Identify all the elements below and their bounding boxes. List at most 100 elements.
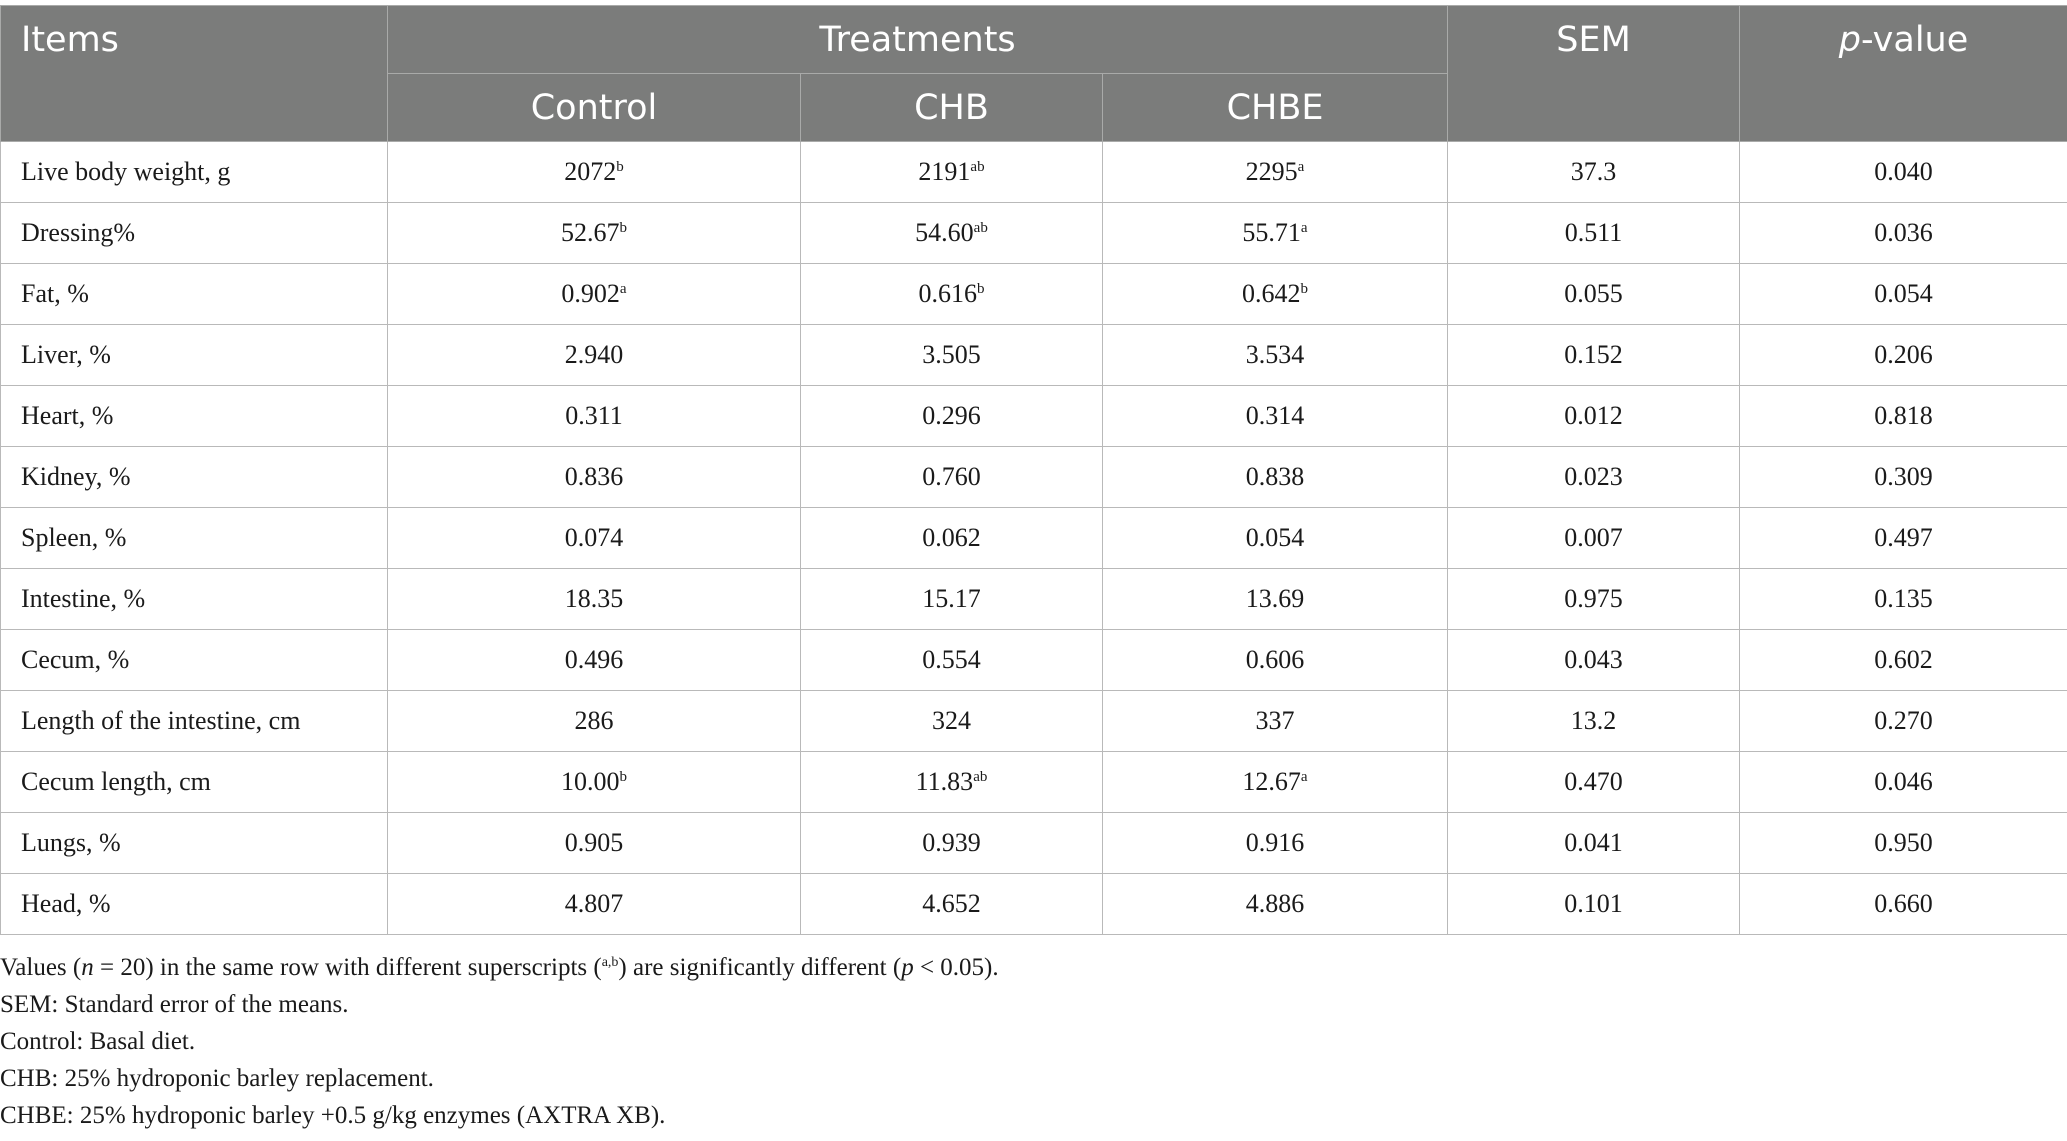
control-cell: 4.807	[387, 873, 801, 935]
control-cell: 2072b	[387, 141, 801, 203]
pvalue-cell: 0.309	[1739, 446, 2067, 508]
item-cell: Kidney, %	[0, 446, 388, 508]
chbe-cell: 337	[1101, 690, 1449, 752]
pvalue-cell-value: 0.206	[1874, 340, 1933, 369]
control-cell-value: 2.940	[564, 340, 624, 369]
chbe-cell: 3.534	[1101, 324, 1449, 386]
control-cell-value: 10.00	[561, 767, 620, 796]
chbe-cell: 0.916	[1101, 812, 1449, 874]
chb-cell-value: 0.062	[922, 523, 981, 552]
pvalue-cell: 0.036	[1739, 202, 2067, 264]
chb-cell: 0.939	[800, 812, 1103, 874]
chbe-cell: 13.69	[1101, 568, 1449, 630]
chbe-cell-value: 3.534	[1245, 340, 1305, 369]
table-row: Spleen, % 0.074 0.062 0.054 0.007 0.497	[0, 507, 2067, 569]
item-cell: Intestine, %	[0, 568, 388, 630]
control-cell-value: 18.35	[564, 584, 624, 613]
footnote-n: n	[81, 954, 94, 981]
chb-cell: 0.760	[800, 446, 1103, 508]
chb-cell: 0.296	[800, 385, 1103, 447]
chb-cell-value: 11.83	[915, 767, 974, 796]
footnote-values-part: = 20) in the same row with different sup…	[93, 954, 602, 981]
footnote-sem: SEM: Standard error of the means.	[0, 991, 349, 1018]
chbe-cell: 0.054	[1101, 507, 1449, 569]
pvalue-cell: 0.270	[1739, 690, 2067, 752]
control-cell-value: 4.807	[564, 889, 624, 918]
control-cell-value: 2072	[564, 157, 617, 186]
control-cell: 0.311	[387, 385, 801, 447]
header-sem: SEM	[1447, 5, 1741, 142]
table-row: Cecum length, cm 10.00b 11.83ab 12.67a 0.470…	[0, 751, 2067, 813]
results-table: Items Treatments SEM p-value Control CHB…	[0, 5, 2067, 935]
chb-cell: 11.83ab	[800, 751, 1103, 813]
control-cell: 0.496	[387, 629, 801, 691]
chb-cell: 54.60ab	[800, 202, 1103, 264]
control-cell: 0.902a	[387, 263, 801, 325]
chbe-cell-value: 2295	[1245, 157, 1298, 186]
sem-cell: 0.023	[1447, 446, 1741, 508]
pvalue-cell-value: 0.660	[1874, 889, 1933, 918]
pvalue-cell-value: 0.309	[1874, 462, 1933, 491]
control-cell: 18.35	[387, 568, 801, 630]
sem-cell: 37.3	[1447, 141, 1741, 203]
pvalue-cell: 0.040	[1739, 141, 2067, 203]
control-cell: 2.940	[387, 324, 801, 386]
pvalue-cell-value: 0.950	[1874, 828, 1933, 857]
chbe-cell-value: 55.71	[1242, 218, 1301, 247]
sem-cell-value: 0.975	[1564, 584, 1623, 613]
chbe-cell-value: 337	[1255, 706, 1295, 735]
item-cell-value: Lungs, %	[21, 828, 121, 857]
footnote-chb: CHB: 25% hydroponic barley replacement.	[0, 1065, 434, 1092]
sem-cell-value: 0.041	[1564, 828, 1623, 857]
sem-cell-value: 0.012	[1564, 401, 1623, 430]
item-cell-value: Head, %	[21, 889, 111, 918]
table-row: Dressing% 52.67b 54.60ab 55.71a 0.511 0.036	[0, 202, 2067, 264]
chbe-cell: 55.71a	[1101, 202, 1449, 264]
pvalue-cell: 0.818	[1739, 385, 2067, 447]
chbe-cell-superscript: a	[1297, 159, 1305, 175]
sem-cell-value: 13.2	[1570, 706, 1617, 735]
chbe-cell: 0.606	[1101, 629, 1449, 691]
footnote-chbe: CHBE: 25% hydroponic barley +0.5 g/kg en…	[0, 1102, 666, 1129]
item-cell-value: Dressing%	[21, 218, 136, 247]
chb-cell-value: 0.616	[918, 279, 978, 308]
sem-cell-value: 0.043	[1564, 645, 1623, 674]
pvalue-cell: 0.135	[1739, 568, 2067, 630]
sem-cell: 0.101	[1447, 873, 1741, 935]
pvalue-cell-value: 0.270	[1874, 706, 1933, 735]
pvalue-cell-value: 0.135	[1874, 584, 1933, 613]
pvalue-cell-value: 0.040	[1874, 157, 1933, 186]
item-cell: Dressing%	[0, 202, 388, 264]
item-cell: Spleen, %	[0, 507, 388, 569]
sem-cell: 13.2	[1447, 690, 1741, 752]
control-cell-value: 286	[574, 706, 614, 735]
table-row: Cecum, % 0.496 0.554 0.606 0.043 0.602	[0, 629, 2067, 691]
item-cell: Head, %	[0, 873, 388, 935]
pvalue-cell: 0.054	[1739, 263, 2067, 325]
item-cell: Cecum, %	[0, 629, 388, 691]
sem-cell-value: 0.511	[1564, 218, 1623, 247]
chbe-cell-superscript: a	[1300, 769, 1308, 785]
sem-cell: 0.055	[1447, 263, 1741, 325]
chb-cell: 4.652	[800, 873, 1103, 935]
header-pvalue-rest: -value	[1860, 20, 1969, 60]
chb-cell-value: 0.296	[922, 401, 981, 430]
control-cell: 0.836	[387, 446, 801, 508]
table-body: Live body weight, g 2072b 2191ab 2295a 37.3 0…	[0, 141, 2067, 935]
chb-cell-superscript: ab	[973, 769, 988, 785]
table-row: Intestine, % 18.35 15.17 13.69 0.975 0.135	[0, 568, 2067, 630]
sem-cell: 0.041	[1447, 812, 1741, 874]
pvalue-cell-value: 0.036	[1874, 218, 1933, 247]
control-cell-value: 0.905	[564, 828, 624, 857]
chb-cell: 15.17	[800, 568, 1103, 630]
pvalue-cell: 0.206	[1739, 324, 2067, 386]
table-row: Head, % 4.807 4.652 4.886 0.101 0.660	[0, 873, 2067, 935]
sem-cell-value: 0.055	[1564, 279, 1623, 308]
header-chbe: CHBE	[1101, 73, 1449, 142]
sem-cell: 0.152	[1447, 324, 1741, 386]
control-cell-value: 0.074	[564, 523, 624, 552]
control-cell: 0.074	[387, 507, 801, 569]
chb-cell-value: 54.60	[915, 218, 974, 247]
chb-cell-value: 0.939	[922, 828, 981, 857]
table-row: Lungs, % 0.905 0.939 0.916 0.041 0.950	[0, 812, 2067, 874]
